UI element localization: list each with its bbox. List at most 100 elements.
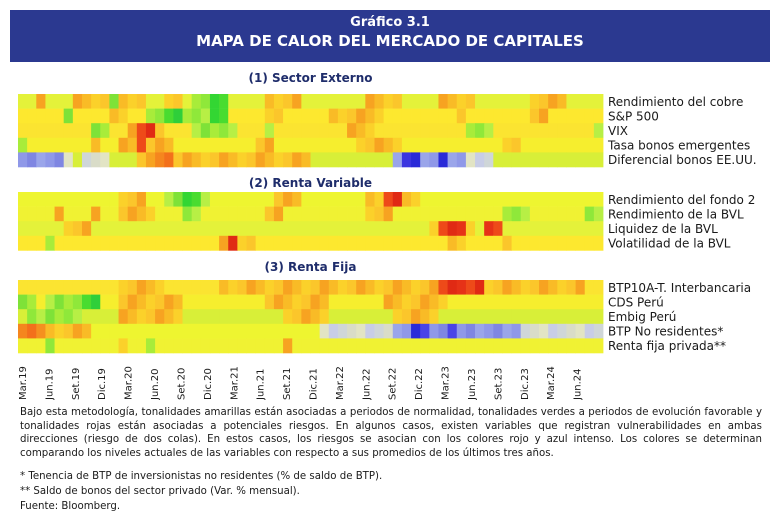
heatmap-cell — [429, 338, 439, 354]
heatmap-cell — [118, 323, 129, 339]
heatmap-cell — [191, 206, 202, 222]
heatmap-cell — [264, 206, 275, 222]
heatmap-cell — [81, 108, 92, 124]
heatmap-cell — [182, 323, 193, 339]
heatmap-cell — [228, 221, 238, 237]
heatmap-cell — [36, 108, 46, 124]
heatmap-cell — [54, 94, 65, 109]
heatmap-cell — [575, 123, 586, 139]
heatmap-cell — [310, 94, 321, 109]
heatmap-cell — [319, 323, 330, 339]
heatmap-cell — [246, 221, 257, 237]
heatmap-cell — [447, 192, 458, 207]
heatmap-cell — [127, 94, 138, 109]
heatmap-cell — [292, 309, 302, 325]
heatmap-cell — [100, 206, 110, 222]
heatmap-cell — [27, 280, 37, 295]
heatmap-cell — [255, 221, 266, 237]
heatmap-cell — [310, 123, 321, 139]
x-tick-label: Mar.23 — [441, 366, 452, 400]
heatmap-cell — [273, 206, 284, 222]
heatmap-cell — [575, 309, 586, 325]
heatmap-cell — [401, 221, 412, 237]
heatmap-cell — [273, 137, 284, 153]
heatmap-cell — [255, 280, 266, 295]
heatmap-cell — [219, 309, 229, 325]
heatmap-cell — [365, 206, 375, 222]
heatmap-cell — [456, 309, 467, 325]
heatmap-cell — [283, 309, 293, 325]
heatmap-cell — [36, 338, 46, 354]
heatmap-cell — [36, 235, 46, 251]
heatmap-cell — [566, 294, 576, 310]
heatmap-cell — [520, 309, 531, 325]
heatmap-cell — [145, 152, 156, 168]
heatmap-cell — [429, 235, 439, 251]
heatmap-cell — [566, 94, 576, 109]
heatmap-cell — [45, 137, 55, 153]
heatmap-cell — [593, 221, 604, 237]
heatmap-cell — [593, 309, 604, 325]
heatmap-cell — [374, 137, 385, 153]
heatmap-cell — [301, 123, 311, 139]
heatmap-cell — [465, 221, 476, 237]
heatmap-cell — [18, 152, 28, 168]
heatmap-cell — [283, 137, 293, 153]
heatmap-cell — [429, 137, 439, 153]
heatmap-cell — [118, 294, 129, 310]
heatmap-cell — [191, 123, 202, 139]
heatmap-cell — [91, 137, 101, 153]
heatmap-cell — [475, 137, 485, 153]
heatmap-cell — [191, 192, 202, 207]
heatmap-cell — [484, 294, 494, 310]
heatmap-cell — [429, 192, 439, 207]
heatmap-cell — [584, 192, 595, 207]
heatmap-cell — [18, 137, 28, 153]
heatmap-cell — [475, 192, 485, 207]
heatmap-cell — [72, 192, 83, 207]
row-label: Rendimiento de la BVL — [608, 207, 744, 221]
heatmap-cell — [465, 206, 476, 222]
heatmap-cell — [356, 294, 366, 310]
heatmap-cell — [36, 123, 46, 139]
heatmap-cell — [219, 94, 229, 109]
heatmap-cell — [109, 280, 119, 295]
heatmap-cell — [191, 323, 202, 339]
heatmap-cell — [365, 94, 375, 109]
heatmap-cell — [337, 94, 348, 109]
heatmap-cell — [484, 206, 494, 222]
heatmap-cell — [511, 235, 522, 251]
heatmap-cell — [328, 309, 339, 325]
heatmap-cell — [228, 309, 238, 325]
heatmap-cell — [374, 323, 385, 339]
heatmap-cell — [36, 309, 46, 325]
heatmap-cell — [584, 338, 595, 354]
heatmap-cell — [173, 94, 183, 109]
heatmap-cell — [45, 123, 55, 139]
heatmap-cell — [136, 235, 147, 251]
heatmap-cell — [182, 152, 193, 168]
footnote-private-bonds: ** Saldo de bonos del sector privado (Va… — [20, 486, 300, 497]
heatmap-cell — [456, 152, 467, 168]
heatmap-cell — [511, 152, 522, 168]
heatmap-cell — [502, 94, 512, 109]
heatmap-cell — [475, 123, 485, 139]
heatmap-cell — [493, 123, 503, 139]
heatmap-cell — [209, 192, 220, 207]
section-title-fixed-income: (3) Renta Fija — [264, 260, 357, 274]
heatmap-cell — [511, 94, 522, 109]
heatmap-cell — [584, 206, 595, 222]
heatmap-cell — [383, 137, 394, 153]
heatmap-cell — [383, 338, 394, 354]
heatmap-cell — [27, 235, 37, 251]
heatmap-cell — [584, 323, 595, 339]
heatmap-cell — [447, 235, 458, 251]
heatmap-cell — [539, 192, 549, 207]
heatmap-cell — [411, 309, 421, 325]
heatmap-cell — [81, 192, 92, 207]
heatmap-cell — [447, 338, 458, 354]
heatmap-cell — [173, 294, 183, 310]
heatmap-cell — [209, 338, 220, 354]
heatmap-cell — [502, 108, 512, 124]
